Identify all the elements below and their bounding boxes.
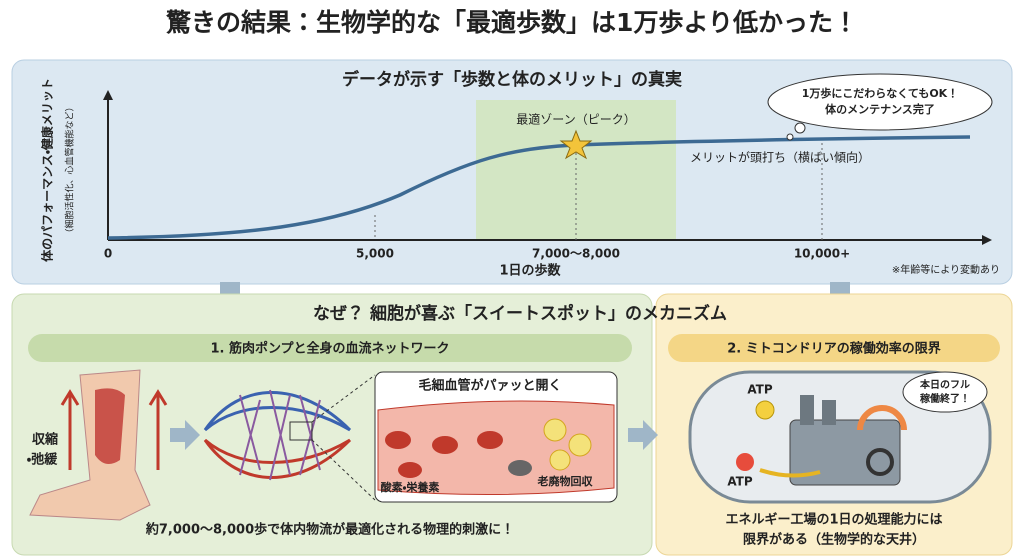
- x-axis-title: 1日の歩数: [499, 263, 561, 279]
- bubble-text: 稼働終了！: [920, 392, 970, 405]
- mechanism-title: なぜ？ 細胞が喜ぶ「スイートスポット」のメカニズム: [313, 303, 727, 324]
- leg-label: ・弛緩: [27, 452, 58, 468]
- arrow: [170, 420, 200, 450]
- x-label: 10,000+: [794, 247, 850, 261]
- heading-pill: [28, 334, 632, 362]
- waste-label: 老廃物回収: [537, 474, 594, 488]
- benefit-curve: [107, 135, 971, 240]
- x-label: 5,000: [356, 247, 394, 261]
- gear: [866, 448, 894, 476]
- arrow: [628, 420, 658, 450]
- left-caption: 約7,000〜8,000歩で体内物流が最適化される物理的刺激に！: [145, 522, 514, 538]
- peak-star: [559, 129, 593, 160]
- x-arrow: [982, 235, 992, 245]
- zoom-lines: [311, 374, 376, 501]
- atp-molecule: [736, 453, 754, 471]
- leg-label: 収縮: [32, 432, 58, 448]
- speech-bubble: [767, 73, 993, 131]
- bubble-text: 1万歩にこだわらなくてもOK！: [802, 86, 958, 100]
- y-axis-subtitle: （細胞活性化、心血管機能など）: [64, 102, 76, 237]
- chimney: [822, 400, 836, 425]
- inset-title: 毛細血管がパァッと開く: [418, 378, 561, 394]
- x-label: 0: [104, 247, 112, 261]
- main-title: 驚きの結果：生物学的な「最適歩数」は1万歩より低かった！: [166, 8, 858, 37]
- x-label: 7,000〜8,000: [532, 247, 620, 261]
- bubble-dot: [786, 133, 794, 141]
- atp-label: ATP: [747, 383, 773, 397]
- bubble-text: 体のメンテナンス完了: [825, 102, 935, 116]
- plateau-label: メリットが頭打ち（横ばい傾向）: [690, 150, 870, 165]
- right-caption: エネルギー工場の1日の処理能力には: [725, 512, 942, 528]
- y-axis-title: 体のパフォーマンス・健康メリット: [40, 78, 55, 262]
- zone-label: 最適ゾーン（ピーク）: [516, 113, 635, 127]
- chimney: [800, 395, 814, 425]
- speech-bubble: [902, 371, 988, 413]
- bubble-text: 本日のフル: [919, 378, 970, 391]
- zoom-box: [289, 421, 313, 441]
- arrow: [60, 389, 80, 470]
- vessel-network: [203, 389, 352, 481]
- y-arrow: [103, 90, 113, 100]
- guides: [374, 138, 823, 240]
- right-caption: 限界がある（生物学的な天井）: [743, 532, 925, 548]
- note: ※年齢等により変動あり: [892, 263, 1000, 276]
- arrow: [148, 389, 168, 470]
- arrow: [759, 468, 821, 478]
- blood-cells: [385, 431, 503, 478]
- panel-title: データが示す「歩数と体のメリット」の真実: [342, 69, 682, 90]
- right-heading: 2. ミトコンドリアの稼働効率の限界: [727, 341, 941, 357]
- heading-pill: [668, 334, 1000, 362]
- left-heading: 1. 筋肉ポンプと全身の血流ネットワーク: [210, 341, 449, 357]
- cells: [543, 418, 592, 471]
- waste: [508, 460, 532, 476]
- oxygen-label: 酸素・栄養素: [381, 480, 440, 494]
- atp-label: ATP: [727, 475, 753, 489]
- atp-molecule: [755, 400, 775, 420]
- gauge: [857, 405, 907, 431]
- calf-muscle: [95, 388, 125, 464]
- bubble-dot: [794, 122, 806, 134]
